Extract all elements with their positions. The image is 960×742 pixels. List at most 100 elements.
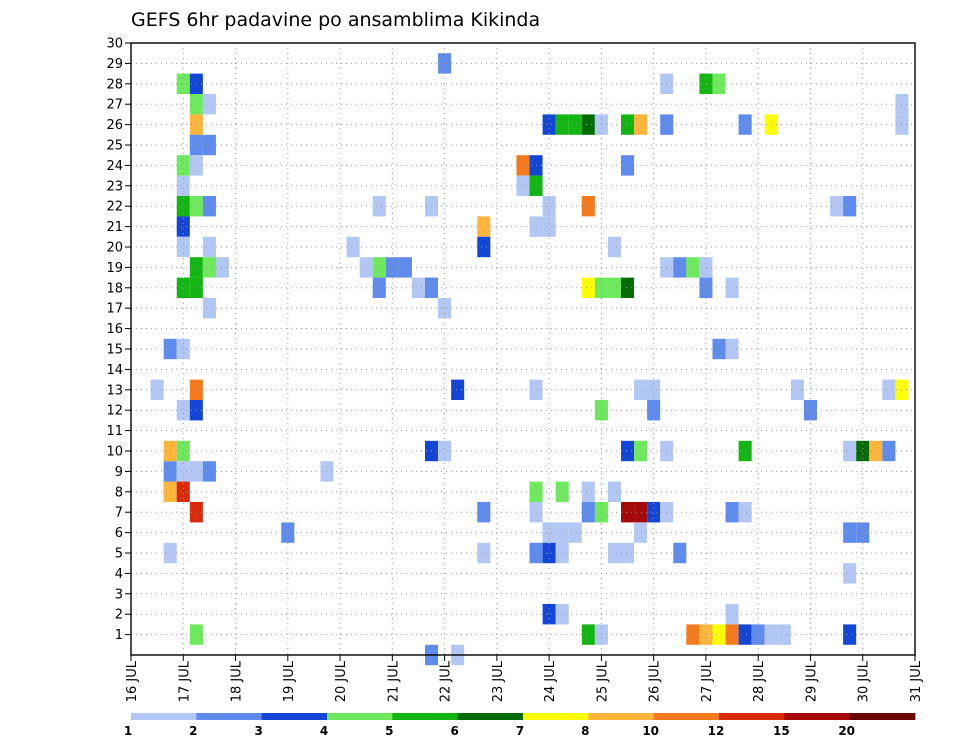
heatmap-cell [725,604,739,625]
heatmap-cell [477,542,491,564]
x-tick-label: 26 JUL [648,660,663,702]
heatmap-cell [712,624,726,645]
heatmap-cell [607,481,621,502]
heatmap-cell [843,522,857,543]
heatmap-cell [621,440,635,462]
colorbar-label: 10 [642,724,659,738]
heatmap-cell [725,624,739,645]
heatmap-cell [555,522,569,543]
heatmap-cell [176,400,190,421]
heatmap-cell [882,440,896,462]
y-tick-label: 12 [106,404,123,419]
y-tick-label: 24 [106,159,123,174]
colorbar-label: 15 [773,724,790,738]
plot-frame [130,42,916,656]
heatmap-cell [581,481,595,502]
heatmap-cell [555,542,569,564]
heatmap-cell [202,298,216,319]
heatmap-cell [215,257,229,278]
heatmap-cell [647,379,661,400]
y-tick-label: 28 [106,77,123,92]
heatmap-cell [202,196,216,217]
y-tick-label: 14 [106,363,123,378]
heatmap-cell [176,461,190,482]
heatmap-cell [176,236,190,258]
heatmap-cell [607,277,621,298]
heatmap-cell [516,155,530,176]
heatmap-cell [581,624,595,645]
colorbar-label: 2 [189,724,197,738]
x-tick-label: 31 JUL [909,660,924,702]
heatmap-cell [882,379,896,400]
y-tick-label: 3 [115,587,123,602]
heatmap-cell [477,216,491,237]
x-tick-label: 27 JUL [700,660,715,702]
heatmap-cell [607,236,621,258]
y-tick-label: 21 [106,220,123,235]
x-tick-label: 19 JUL [282,660,297,702]
colorbar-segment [849,713,916,720]
x-tick-label: 22 JUL [439,660,454,702]
heatmap-cell [725,502,739,523]
heatmap-cell [542,196,556,217]
colorbar-segment [196,713,263,720]
colorbar-segment [653,713,720,720]
x-tick-label: 18 JUL [230,660,245,702]
heatmap-cell [673,257,687,278]
y-tick-label: 11 [106,424,123,439]
heatmap-cell [581,114,595,135]
y-tick-label: 19 [106,261,123,276]
heatmap-cell [712,73,726,94]
heatmap-cell [163,338,177,360]
heatmap-cell [163,461,177,482]
heatmap-cell [150,379,164,400]
heatmap-cell [777,624,791,645]
heatmap-cell [320,461,334,482]
y-tick-label: 9 [115,465,123,480]
heatmap-cell [738,502,752,523]
heatmap-cell [202,94,216,115]
colorbar-label: 3 [254,724,262,738]
y-tick-label: 1 [115,628,123,643]
colorbar-label: 8 [581,724,589,738]
heatmap-cell [568,522,582,543]
x-tick-label: 17 JUL [177,660,192,702]
heatmap-cell [621,114,635,135]
heatmap-cell [542,216,556,237]
heatmap-cell [163,440,177,462]
colorbar-segment [457,713,524,720]
x-tick-label: 20 JUL [334,660,349,702]
heatmap-cell [634,502,648,523]
y-tick-label: 29 [106,57,123,72]
colorbar-label: 5 [385,724,393,738]
colorbar-segment [261,713,328,720]
y-tick-label: 8 [115,485,123,500]
heatmap-cell [843,563,857,584]
x-tick-label: 23 JUL [491,660,506,702]
y-tick-label: 30 [106,37,123,52]
heatmap-cell [725,277,739,298]
y-axis: 1234567891011121314151617181920212223242… [106,37,131,643]
colorbar-label: 12 [708,724,725,738]
heatmap-cell [176,155,190,176]
heatmap-cell [634,114,648,135]
heatmap-cell [712,338,726,360]
colorbar-label: 6 [450,724,458,738]
heatmap-cell [568,114,582,135]
heatmap-cells [150,53,909,666]
heatmap-cell [202,257,216,278]
colorbar-label: 1 [124,724,132,738]
colorbar-label: 20 [838,724,855,738]
x-tick-label: 28 JUL [752,660,767,702]
heatmap-cell [438,440,452,462]
y-tick-label: 15 [106,343,123,358]
colorbar-label: 7 [516,724,524,738]
colorbar-label: 4 [320,724,328,738]
chart-title: GEFS 6hr padavine po ansamblima Kikinda [131,9,540,31]
heatmap-cell [202,236,216,258]
heatmap-cell [621,155,635,176]
heatmap-cell [176,175,190,196]
colorbar-segment [719,713,785,720]
heatmap-cell [202,134,216,156]
